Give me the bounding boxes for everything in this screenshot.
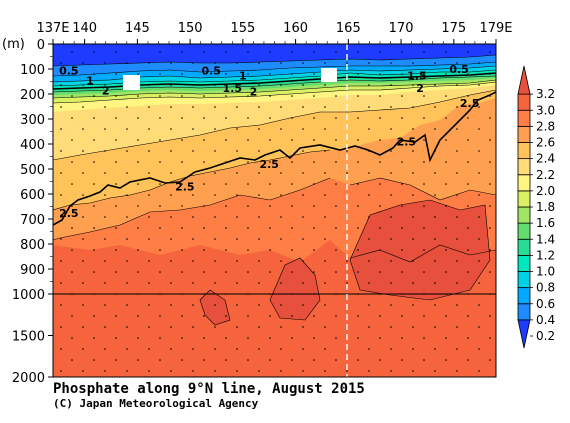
- x-tick-label: 170: [389, 21, 414, 36]
- contour-label: 2.5: [460, 97, 480, 110]
- y-unit-label: (m): [2, 37, 25, 52]
- colorbar-swatch: [517, 125, 531, 143]
- thin-contours: [53, 54, 496, 326]
- x-tick-label: 175: [441, 21, 466, 36]
- colorbar-swatch: [517, 65, 531, 95]
- x-tick-label: 140: [72, 21, 97, 36]
- colorbar-label: 1.2: [536, 248, 555, 262]
- colorbar-swatch: [517, 319, 531, 349]
- x-tick-label: 145: [125, 21, 150, 36]
- contour-label: 2.5: [397, 136, 417, 149]
- colorbar-label: 0.6: [536, 297, 555, 311]
- colorbar-label: 1.0: [536, 265, 555, 279]
- contour-label: 2: [102, 84, 110, 97]
- contour-label: 1.5: [407, 69, 427, 82]
- contour-label: 0.5: [59, 64, 79, 77]
- colorbar-label: 1.8: [536, 200, 555, 214]
- missing-data-patch-1: [123, 75, 140, 90]
- colorbar-swatch: [517, 109, 531, 127]
- colorbar-label: 0.8: [536, 281, 555, 295]
- x-tick-label: 155: [230, 21, 255, 36]
- y-tick-label: 1500: [12, 330, 45, 345]
- y-tick-label: 1000: [12, 288, 45, 303]
- colorbar-swatch: [517, 93, 531, 111]
- y-axis: 0 100 200 300 400 500 600 700 800 900 1000 1500 2000: [12, 38, 53, 386]
- contour-label: 1: [86, 74, 94, 87]
- y-tick-label: 100: [20, 63, 45, 78]
- colorbar-swatch: [517, 287, 531, 305]
- colorbar-label: 1.4: [536, 232, 555, 246]
- y-tick-label: 2000: [12, 371, 45, 386]
- colorbar-label: 3.0: [536, 103, 555, 117]
- x-tick-label: 179E: [479, 21, 512, 36]
- colorbar-label: 0.2: [536, 329, 555, 343]
- colorbar-label: 2.4: [536, 152, 555, 166]
- contour-label: 1: [239, 69, 247, 82]
- y-tick-label: 900: [20, 263, 45, 278]
- colorbar-label: 2.0: [536, 184, 555, 198]
- x-tick-label: 165: [336, 21, 361, 36]
- y-tick-label: 500: [20, 163, 45, 178]
- colorbar-swatch: [517, 238, 531, 256]
- colorbar-label: 2.8: [536, 119, 555, 133]
- contour-label: 2.5: [175, 181, 195, 194]
- sample-points-stipple: [53, 44, 496, 377]
- plot-area: [53, 44, 496, 377]
- contour-label: 1.5: [223, 82, 243, 95]
- y-tick-label: 600: [20, 188, 45, 203]
- x-tick-label: 137E: [36, 21, 69, 36]
- y-tick-label: 300: [20, 113, 45, 128]
- colorbar-swatch: [517, 142, 531, 160]
- y-tick-label: 200: [20, 88, 45, 103]
- colorbar-swatch: [517, 158, 531, 176]
- contour-label: 2: [416, 82, 424, 95]
- colorbar-swatch: [517, 254, 531, 272]
- chart-title: Phosphate along 9°N line, August 2015: [53, 381, 365, 397]
- colorbar-swatch: [517, 206, 531, 224]
- y-tick-label: 800: [20, 238, 45, 253]
- colorbar-label: 1.6: [536, 216, 555, 230]
- contour-label: 2.5: [259, 158, 279, 171]
- contour-label: 2.5: [59, 207, 79, 220]
- colorbar-label: 3.2: [536, 87, 555, 101]
- colorbar-label: 2.2: [536, 168, 555, 182]
- colorbar-swatch: [517, 174, 531, 192]
- colorbar-swatch: [517, 222, 531, 240]
- colorbar-swatch: [517, 271, 531, 289]
- missing-data-patch-2: [321, 68, 337, 82]
- colorbar: 0.2 0.4 0.6 0.8 1.0 1.2 1.4 1.6 1.8 2.0 2.2 2.4 2.6 2…: [517, 65, 555, 349]
- contour-2-5: [53, 91, 496, 226]
- x-tick-label: 150: [178, 21, 203, 36]
- y-tick-label: 400: [20, 138, 45, 153]
- x-axis: 137E 140 145 150 155 160 165 170 175 179E: [36, 21, 513, 44]
- colorbar-label: 2.6: [536, 136, 555, 150]
- colorbar-swatch: [517, 303, 531, 321]
- x-tick-label: 160: [283, 21, 308, 36]
- credit-line: (C) Japan Meteorological Agency: [53, 397, 259, 410]
- y-tick-label: 0: [37, 38, 45, 53]
- colorbar-label: 0.4: [536, 313, 555, 327]
- contour-label: 0.5: [449, 63, 469, 76]
- contour-label: 2: [250, 86, 258, 99]
- contour-label: 0.5: [201, 64, 221, 77]
- y-tick-label: 700: [20, 213, 45, 228]
- colorbar-swatch: [517, 190, 531, 208]
